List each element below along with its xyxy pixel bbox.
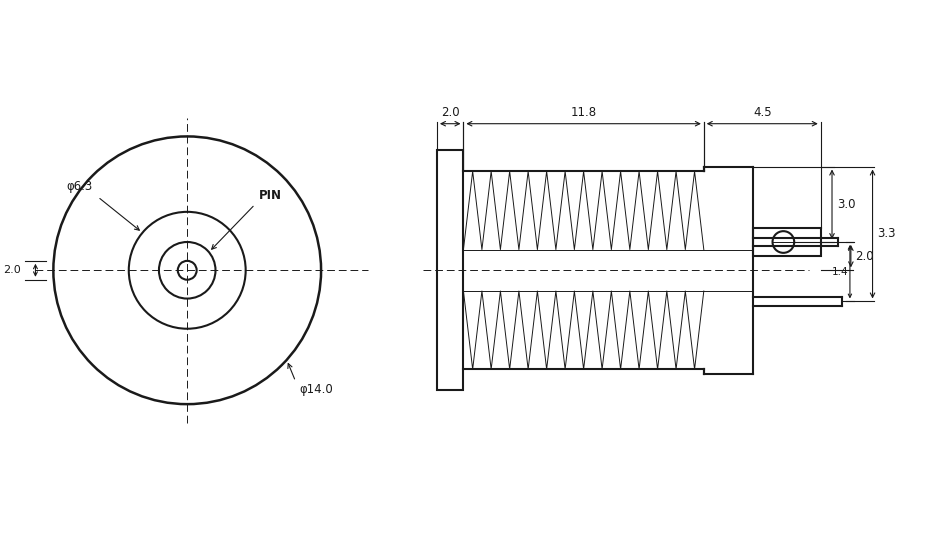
- Text: 4.5: 4.5: [753, 106, 772, 119]
- Text: 2.0: 2.0: [441, 106, 459, 119]
- Text: 3.0: 3.0: [837, 198, 856, 211]
- Text: 1.4: 1.4: [831, 267, 848, 277]
- Text: 2.0: 2.0: [856, 250, 874, 263]
- Text: 11.8: 11.8: [570, 106, 597, 119]
- Text: φ14.0: φ14.0: [299, 383, 333, 397]
- Bar: [437, 150, 463, 390]
- Text: 3.3: 3.3: [877, 228, 896, 240]
- Text: φ6.3: φ6.3: [67, 180, 93, 193]
- Bar: [752, 228, 820, 256]
- Text: 2.0: 2.0: [4, 265, 21, 276]
- Text: PIN: PIN: [259, 189, 282, 202]
